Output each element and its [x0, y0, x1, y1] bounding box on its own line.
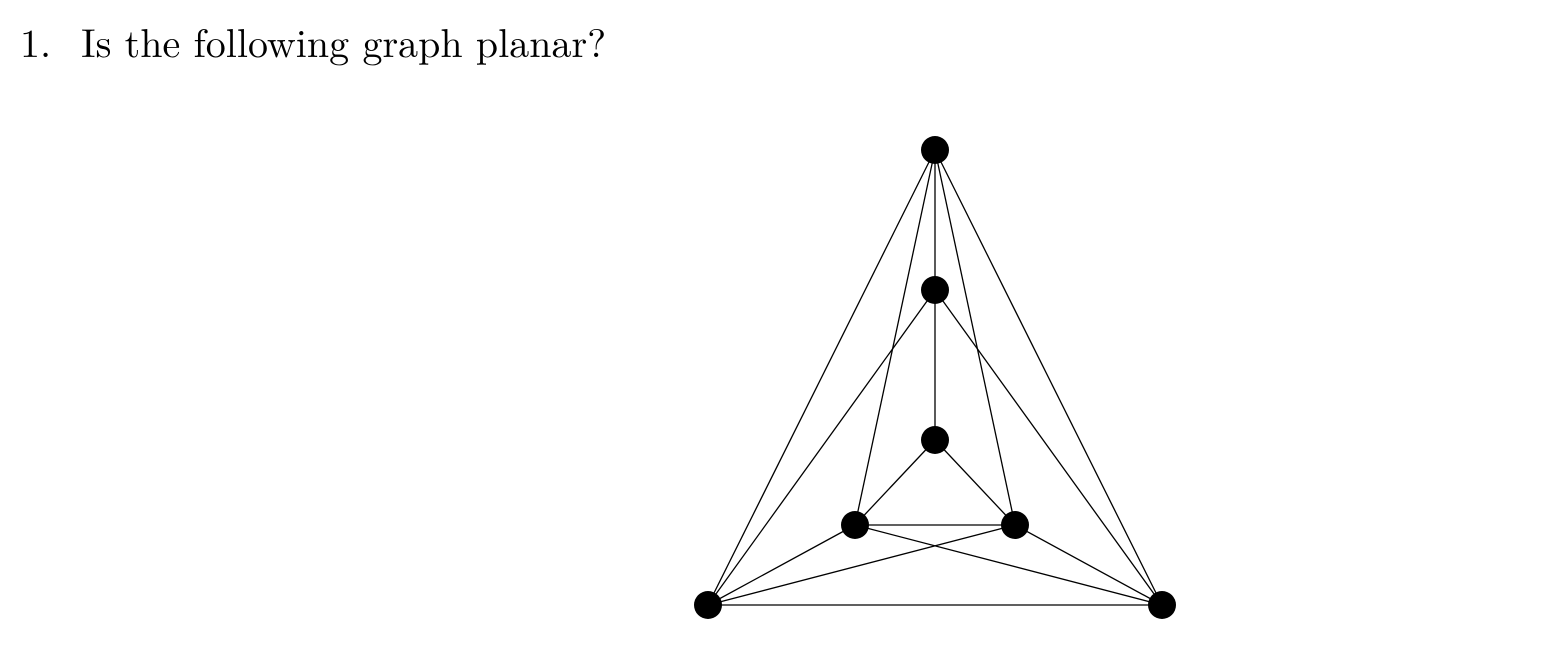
graph-edge: [708, 290, 935, 605]
graph-node: [694, 591, 722, 619]
graph-container: [660, 120, 1220, 645]
graph-edge: [935, 440, 1015, 525]
graph-edge: [935, 150, 1015, 525]
graph-svg: [660, 120, 1220, 640]
question-number: 1.: [20, 12, 51, 69]
graph-node: [841, 511, 869, 539]
graph-edge: [1015, 525, 1162, 605]
graph-node: [1148, 591, 1176, 619]
question: 1. Is the following graph planar?: [20, 12, 606, 69]
graph-edge: [935, 290, 1162, 605]
graph-edge: [855, 440, 935, 525]
graph-node: [921, 426, 949, 454]
page: 1. Is the following graph planar?: [0, 0, 1556, 656]
graph-edge: [855, 150, 935, 525]
graph-node: [1001, 511, 1029, 539]
graph-edge: [708, 525, 855, 605]
question-text: Is the following graph planar?: [81, 12, 606, 69]
graph-node: [921, 276, 949, 304]
graph-node: [921, 136, 949, 164]
